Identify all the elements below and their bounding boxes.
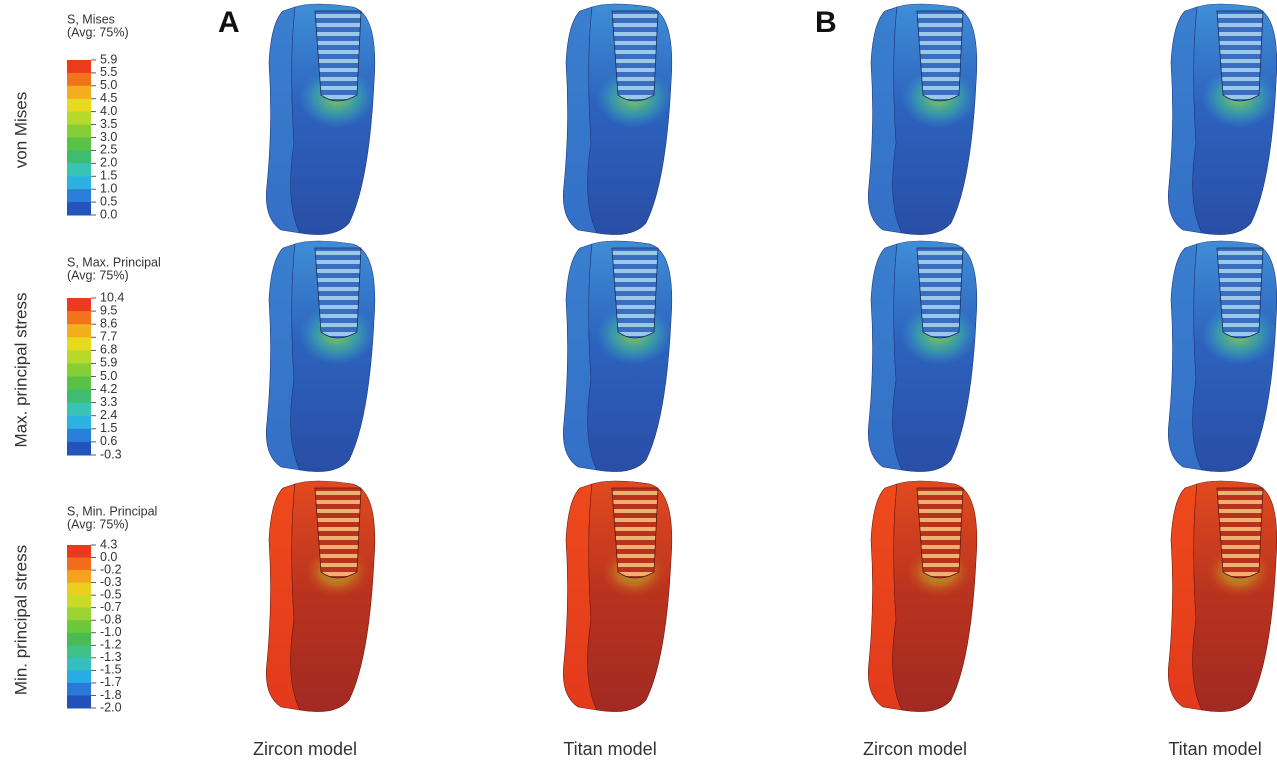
panel-letter: A <box>218 6 240 39</box>
legend-title: S, Mises <box>67 12 115 26</box>
legend-tick-label: 2.5 <box>100 143 117 157</box>
legend-band <box>67 595 91 608</box>
legend-band <box>67 337 91 351</box>
legend-band <box>67 570 91 583</box>
legend-tick-label: 5.0 <box>100 369 117 383</box>
legend-tick-label: 4.0 <box>100 104 117 118</box>
legend-title: S, Max. Principal <box>67 255 161 269</box>
legend-band <box>67 73 91 86</box>
legend-band <box>67 202 91 215</box>
legend-band <box>67 350 91 364</box>
legend-band <box>67 695 91 708</box>
legend-band <box>67 311 91 325</box>
legend-tick-label: 5.9 <box>100 52 117 66</box>
legend-band <box>67 558 91 571</box>
legend-band <box>67 189 91 202</box>
legend-band <box>67 645 91 658</box>
legend-tick-label: 5.0 <box>100 78 117 92</box>
panel-letter: B <box>815 6 837 39</box>
legend-title: S, Min. Principal <box>67 504 157 518</box>
legend-tick-label: 8.6 <box>100 316 117 330</box>
figure: von MisesS, Mises(Avg: 75%)5.95.55.04.54… <box>0 0 1277 763</box>
row-label: Max. principal stress <box>11 293 30 448</box>
legend-tick-label: 0.5 <box>100 194 117 208</box>
legend-band <box>67 670 91 683</box>
legend-tick-label: 5.5 <box>100 65 117 79</box>
legend-band <box>67 545 91 558</box>
legend-tick-label: 3.5 <box>100 117 117 131</box>
legend-band <box>67 429 91 443</box>
legend-tick-label: 4.2 <box>100 382 117 396</box>
legend-tick-label: 5.9 <box>100 356 117 370</box>
legend-band <box>67 150 91 163</box>
legend-band <box>67 683 91 696</box>
legend-tick-label: 0.6 <box>100 434 117 448</box>
legend-band <box>67 633 91 646</box>
legend-tick-label: 0.0 <box>100 207 117 221</box>
legend-tick-label: -2.0 <box>100 700 122 714</box>
legend-band <box>67 176 91 189</box>
legend-band <box>67 125 91 138</box>
legend-band <box>67 324 91 338</box>
legend-tick-label: 1.5 <box>100 421 117 435</box>
legend-band <box>67 377 91 391</box>
legend-band <box>67 658 91 671</box>
legend-band <box>67 390 91 404</box>
column-label: Titan model <box>563 739 656 759</box>
legend-tick-label: 9.5 <box>100 303 117 317</box>
legend-subtitle: (Avg: 75%) <box>67 268 129 282</box>
legend-tick-label: 4.5 <box>100 91 117 105</box>
legend-band <box>67 403 91 417</box>
legend-band <box>67 138 91 151</box>
legend-tick-label: 1.5 <box>100 169 117 183</box>
legend-band <box>67 298 91 312</box>
legend-band <box>67 363 91 377</box>
column-label: Zircon model <box>863 739 967 759</box>
legend-band <box>67 60 91 73</box>
legend-subtitle: (Avg: 75%) <box>67 25 129 39</box>
legend-band <box>67 86 91 99</box>
legend-tick-label: 1.0 <box>100 181 117 195</box>
legend-band <box>67 163 91 176</box>
renders <box>266 4 1277 712</box>
legend-band <box>67 99 91 112</box>
legend-band <box>67 620 91 633</box>
legend-tick-label: -0.3 <box>100 447 122 461</box>
legend-tick-label: 10.4 <box>100 290 124 304</box>
legend-tick-label: 2.4 <box>100 408 117 422</box>
row-label: von Mises <box>11 92 30 169</box>
legend-tick-label: 6.8 <box>100 343 117 357</box>
legend-band <box>67 112 91 125</box>
legend-subtitle: (Avg: 75%) <box>67 517 129 531</box>
legend-band <box>67 583 91 596</box>
legend-tick-label: 3.0 <box>100 130 117 144</box>
legend-tick-label: 7.7 <box>100 330 117 344</box>
column-label: Titan model <box>1168 739 1261 759</box>
legend-band <box>67 608 91 621</box>
row-label: Min. principal stress <box>11 545 30 695</box>
legend-tick-label: 3.3 <box>100 395 117 409</box>
legend-band <box>67 416 91 430</box>
column-label: Zircon model <box>253 739 357 759</box>
legend-tick-label: 2.0 <box>100 156 117 170</box>
legend-band <box>67 442 91 456</box>
